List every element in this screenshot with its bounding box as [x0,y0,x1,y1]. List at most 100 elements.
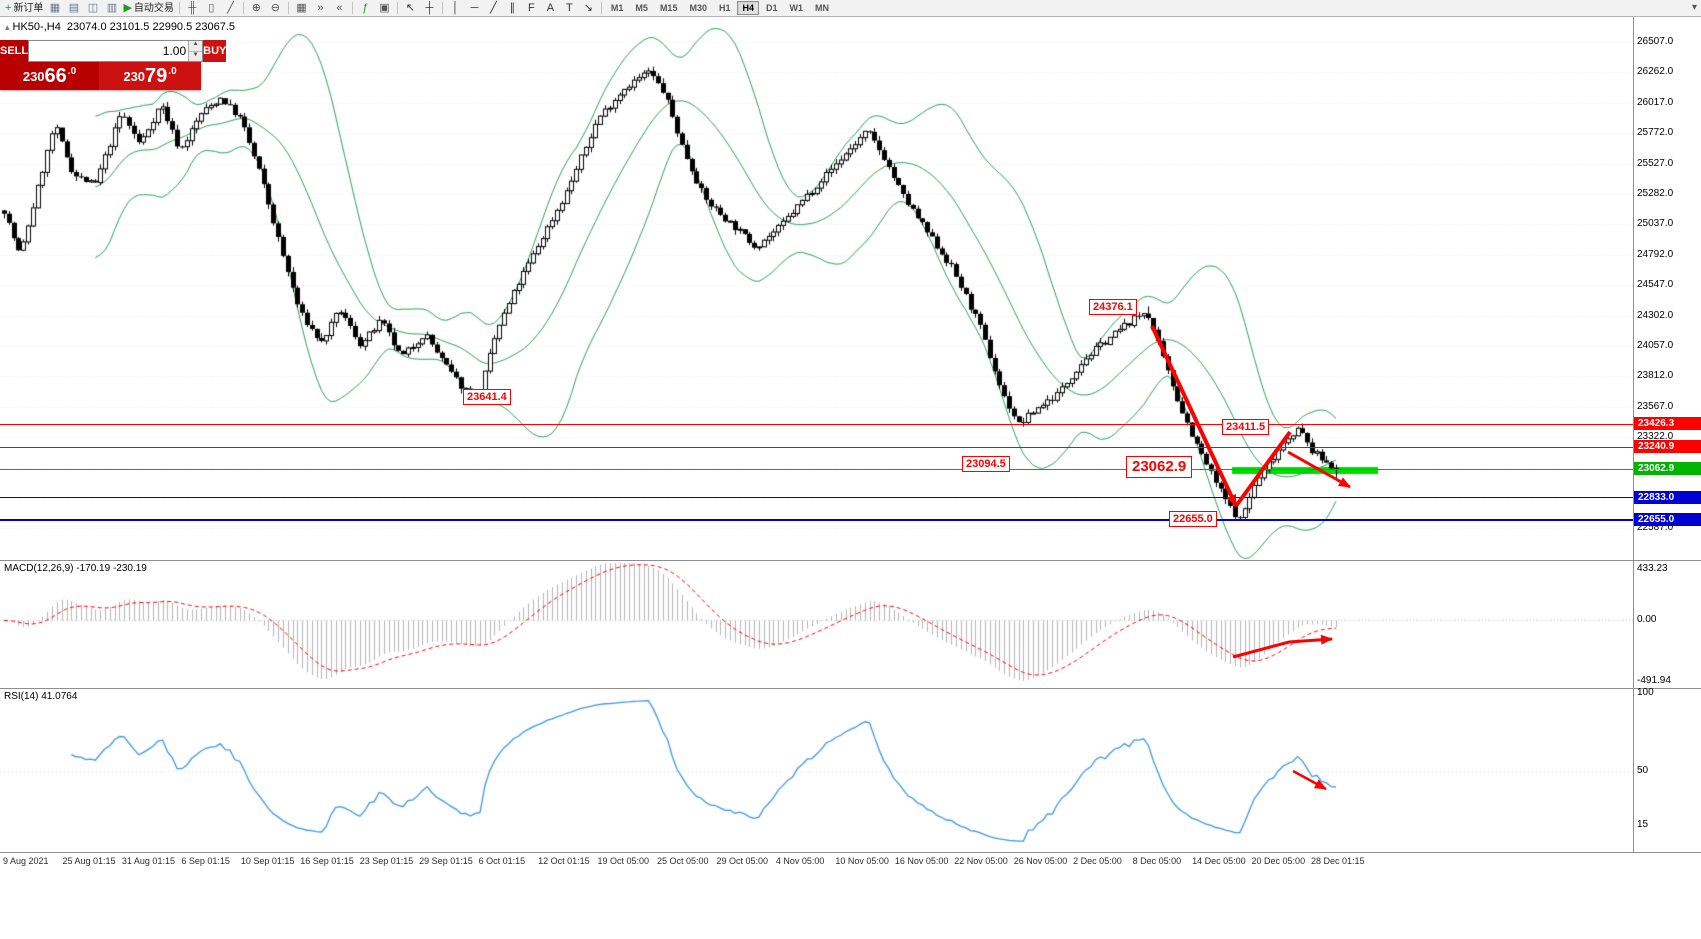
volume-box: ▲ ▼ [28,40,204,62]
price-tick-label: 26017.0 [1637,96,1674,108]
rsi-scale-label: 50 [1637,764,1649,776]
buy-price[interactable]: 230 79.0 [99,62,201,90]
text-button[interactable]: A [541,1,560,16]
buy-button[interactable]: BUY [203,40,227,62]
chart-shift-button[interactable]: « [330,1,349,16]
price-tick-label: 26507.0 [1637,36,1674,47]
time-axis-label: 28 Dec 01:15 [1311,856,1365,866]
rsi-panel-canvas[interactable] [0,689,1634,852]
line-chart-button[interactable]: ╱ [221,1,240,16]
time-axis-label: 10 Nov 05:00 [835,856,889,866]
text-button-icon: A [546,1,555,14]
toolbar-separator [178,2,180,14]
rsi-panel-separator[interactable] [0,688,1701,689]
tile-windows-button[interactable]: ▦ [292,1,311,16]
timeframe-button-M5[interactable]: M5 [635,3,648,13]
data-window-icon[interactable]: ◫ [83,1,102,16]
price-tick-label: 25527.0 [1637,157,1674,169]
indicators-button-icon: ƒ [362,1,369,14]
bar-chart-button[interactable]: ╫ [183,1,202,16]
macd-scale-label: 433.23 [1637,563,1668,574]
time-axis-label: 16 Sep 01:15 [300,856,354,866]
line-chart-button-icon: ╱ [227,1,234,14]
indicators-button[interactable]: ƒ [356,1,375,16]
channel-button[interactable]: ∥ [503,1,522,16]
time-axis-label: 31 Aug 01:15 [121,856,175,866]
bar-chart-button-icon: ╫ [188,1,197,14]
toolbar: ▾ + 新订单 ▦ ▤ ◫ ▥ ▶ 自动交易 ╫ ▯ ╱ ⊕ ⊖ ▦» «ƒ ▣ ↖ ┼ │ ─ ╱ ∥ F A T ↘ M1 M5 M… [0,0,1701,17]
time-axis-label: 9 Aug 2021 [3,856,49,866]
macd-panel-separator[interactable] [0,560,1701,561]
text-label-button-icon: T [566,1,573,14]
autotrade-button[interactable]: ▶ 自动交易 [121,1,175,16]
timeframe-button-H1[interactable]: H1 [718,3,731,13]
time-axis-label: 2 Dec 05:00 [1073,856,1122,866]
price-tick-label: 23812.0 [1637,370,1674,382]
arrows-button-icon: ↘ [583,1,594,14]
zoom-out-button[interactable]: ⊖ [266,1,285,16]
zoom-in-button[interactable]: ⊕ [247,1,266,16]
horizontal-line-button[interactable]: ─ [465,1,484,16]
chart-window-icon-icon: ▦ [49,1,61,14]
timeframe-button-D1[interactable]: D1 [766,3,778,13]
templates-button[interactable]: ▣ [375,1,394,16]
chart-symbol-icon: ▴ [5,22,10,32]
sell-price[interactable]: 230 66.0 [0,62,99,90]
timeframe-button-M1[interactable]: M1 [610,3,624,13]
price-tick-label: 25772.0 [1637,127,1674,139]
cursor-button[interactable]: ↖ [401,1,420,16]
auto-scroll-button[interactable]: » [311,1,330,16]
crosshair-button-icon: ┼ [425,1,434,14]
time-axis-label: 25 Oct 05:00 [657,856,709,866]
time-axis-label: 4 Nov 05:00 [775,856,825,866]
price-tick-label: 25037.0 [1637,218,1674,230]
toolbar-corner-icon[interactable]: ▾ [1691,2,1697,13]
new-order-button-label: 新订单 [13,2,44,14]
price-tick-label: 24057.0 [1637,340,1674,351]
macd-scale-label: -491.94 [1637,675,1671,686]
timeframe-button-H4[interactable]: H4 [737,1,759,15]
text-label-button[interactable]: T [560,1,579,16]
timeframe-button-M15[interactable]: M15 [659,3,678,13]
timeframe-button-MN[interactable]: MN [815,3,830,13]
price-line-label: 22655.0 [1634,512,1701,526]
price-tick-label: 24302.0 [1637,309,1674,321]
fibonacci-button-icon: F [528,1,535,14]
chart-window-icon[interactable]: ▦ [45,1,64,16]
navigator-icon[interactable]: ▥ [102,1,121,16]
fibonacci-button[interactable]: F [522,1,541,16]
autotrade-button-label: 自动交易 [133,2,174,14]
price-axis-border [1633,17,1634,852]
horizontal-line-button-icon: ─ [470,1,479,14]
vertical-line-button[interactable]: │ [446,1,465,16]
time-axis-label: 10 Sep 01:15 [240,856,295,866]
candlestick-chart-button-icon: ▯ [208,1,215,14]
toolbar-separator [287,2,289,14]
toolbar-separator [396,2,398,14]
time-axis-label: 26 Nov 05:00 [1013,856,1068,866]
timeframe-button-W1[interactable]: W1 [789,3,804,13]
crosshair-button[interactable]: ┼ [420,1,439,16]
channel-button-icon: ∥ [509,1,516,14]
sell-button[interactable]: SELL [0,40,29,62]
macd-label: MACD(12,26,9) -170.19 -230.19 [4,563,147,574]
buy-price-sup: .0 [168,65,177,77]
toolbar-separator [242,2,244,14]
volume-decrease-button[interactable]: ▼ [189,51,203,61]
time-axis-label: 12 Oct 01:15 [538,856,590,866]
new-order-button[interactable]: + 新订单 [3,1,45,16]
timeframe-button-M30[interactable]: M30 [689,3,707,13]
price-tick-label: 22587.0 [1637,522,1674,534]
volume-input[interactable] [29,41,189,61]
arrows-button[interactable]: ↘ [579,1,598,16]
macd-panel-canvas[interactable] [0,561,1634,688]
price-line-label: 23062.9 [1634,462,1701,476]
price-tick-label: 24547.0 [1637,279,1674,291]
volume-increase-button[interactable]: ▲ [189,41,203,52]
trendline-button[interactable]: ╱ [484,1,503,16]
candlestick-chart-button[interactable]: ▯ [202,1,221,16]
price-tick-label: 23322.0 [1637,431,1674,443]
main-chart-canvas[interactable] [0,17,1634,560]
time-axis-label: 6 Sep 01:15 [181,856,230,866]
market-watch-icon[interactable]: ▤ [64,1,83,16]
